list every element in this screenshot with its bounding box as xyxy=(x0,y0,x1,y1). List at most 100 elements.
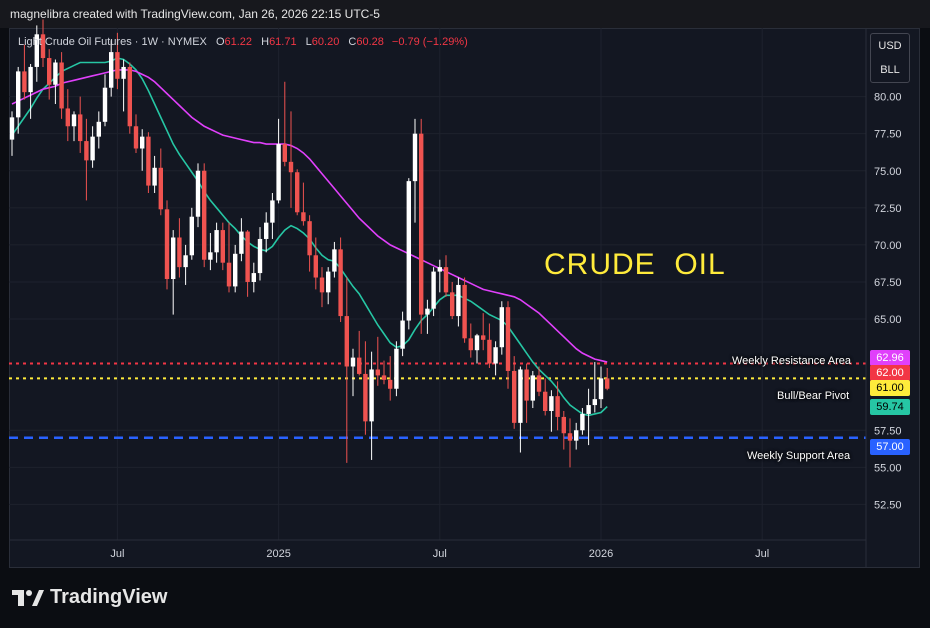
y-tick-label: 67.50 xyxy=(874,277,902,289)
candle-body xyxy=(53,62,58,85)
high-value: 61.71 xyxy=(269,36,297,48)
candle xyxy=(257,227,263,281)
candle-body xyxy=(251,273,256,282)
candle xyxy=(388,356,393,401)
candle xyxy=(84,118,89,201)
candle-body xyxy=(437,267,442,272)
candle-body xyxy=(183,255,188,268)
currency-unit-selector[interactable]: USD BLL xyxy=(870,33,910,83)
candle xyxy=(313,237,318,290)
candle xyxy=(406,178,411,330)
pivot-price-tag: 61.00 xyxy=(870,380,910,396)
candle-body xyxy=(102,87,108,122)
candle-body xyxy=(561,416,566,434)
candle xyxy=(549,390,554,432)
candle xyxy=(90,126,95,168)
candle-body xyxy=(195,170,201,217)
candle-body xyxy=(96,121,101,137)
candle-body xyxy=(344,316,349,367)
level-layer xyxy=(9,362,866,439)
unit-label: BLL xyxy=(880,64,900,76)
candle-body xyxy=(78,114,83,142)
candle xyxy=(443,255,449,297)
resistance-label: Weekly Resistance Area xyxy=(732,355,852,367)
x-tick-label: Jul xyxy=(110,548,124,560)
grid-layer xyxy=(9,28,866,540)
candle xyxy=(381,360,387,385)
candle-body xyxy=(59,62,64,109)
candle xyxy=(59,52,64,119)
candle xyxy=(28,63,33,119)
candle-body xyxy=(462,284,467,339)
candle xyxy=(301,182,306,226)
candle xyxy=(462,277,467,343)
candle xyxy=(65,89,70,142)
y-tick-label: 75.00 xyxy=(874,166,902,178)
candle xyxy=(96,111,101,149)
candle xyxy=(350,348,356,397)
candle xyxy=(288,111,294,208)
candle-body xyxy=(22,71,27,93)
candle-body xyxy=(233,253,238,287)
candle xyxy=(146,132,151,193)
close-label: C xyxy=(348,36,357,48)
candle xyxy=(481,313,486,351)
candle-body xyxy=(592,399,597,406)
candle-body xyxy=(555,396,560,417)
candle xyxy=(133,114,139,153)
slow-ma-price-tag: 62.96 xyxy=(870,350,910,366)
candle-body xyxy=(239,231,244,254)
candle-body xyxy=(580,413,585,431)
y-tick-label: 80.00 xyxy=(874,92,902,104)
candle-body xyxy=(357,357,362,374)
tradingview-logo[interactable]: TradingView xyxy=(12,586,167,609)
candle-body xyxy=(257,238,263,274)
candle xyxy=(34,25,39,82)
candle-body xyxy=(512,370,517,423)
candle xyxy=(512,356,517,429)
candle-body xyxy=(109,52,114,88)
candle xyxy=(586,388,591,446)
candle xyxy=(543,378,548,416)
candle xyxy=(332,241,337,278)
candle xyxy=(16,66,21,134)
candle-body xyxy=(146,136,151,186)
candle xyxy=(474,333,480,364)
candle-body xyxy=(282,144,287,162)
candle xyxy=(140,129,145,171)
candle-body xyxy=(375,369,380,376)
candle-body xyxy=(586,405,591,414)
candle xyxy=(592,362,597,413)
y-tick-label: 65.00 xyxy=(874,314,902,326)
candle-body xyxy=(9,117,15,140)
candle-body xyxy=(394,348,399,389)
candle xyxy=(357,330,362,376)
candle-body xyxy=(127,66,132,127)
candle-body xyxy=(338,249,343,317)
candle-body xyxy=(543,391,548,411)
top-bar: magnelibra created with TradingView.com,… xyxy=(0,0,930,28)
support-label: Weekly Support Area xyxy=(747,450,851,462)
candle-body xyxy=(332,249,337,272)
candle xyxy=(276,118,281,204)
candle-body xyxy=(468,338,473,351)
candle xyxy=(282,81,287,167)
candle xyxy=(431,267,436,317)
candle-body xyxy=(177,237,182,268)
candle-body xyxy=(307,221,312,256)
high-label: H xyxy=(261,36,270,48)
candle-body xyxy=(264,222,269,239)
candle-body xyxy=(115,52,120,79)
candle xyxy=(53,59,58,105)
candle xyxy=(233,244,238,293)
candle xyxy=(109,40,114,97)
candle-body xyxy=(363,373,368,422)
candle xyxy=(369,351,374,460)
candle-body xyxy=(208,252,213,260)
candle xyxy=(251,262,256,293)
candle xyxy=(202,163,207,268)
candle xyxy=(580,408,585,435)
candle xyxy=(189,207,194,260)
symbol-legend: Light Crude Oil Futures · 1W · NYMEX O61… xyxy=(18,36,468,48)
